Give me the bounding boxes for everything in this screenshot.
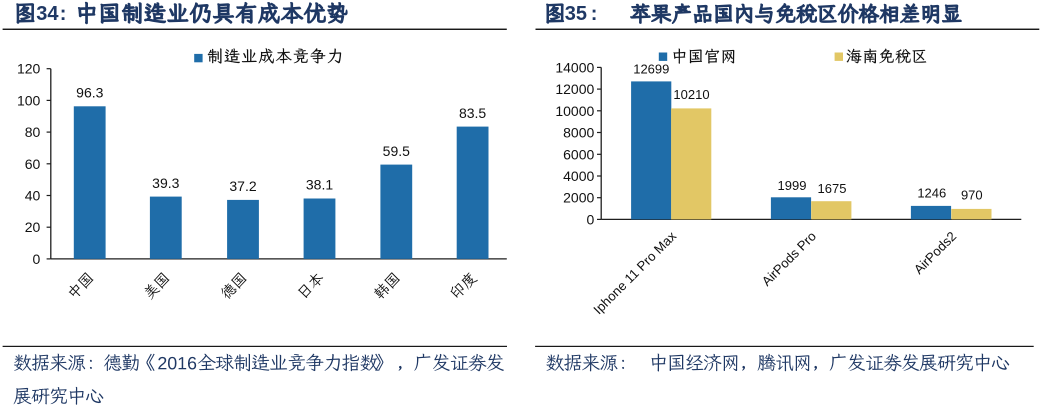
svg-text:8000: 8000 — [563, 125, 594, 141]
svg-text:1675: 1675 — [818, 181, 847, 196]
svg-text:39.3: 39.3 — [152, 175, 179, 191]
svg-text:40: 40 — [25, 188, 41, 204]
svg-text:120: 120 — [17, 61, 41, 77]
svg-text:14000: 14000 — [555, 59, 594, 75]
svg-text:80: 80 — [25, 124, 41, 140]
svg-text:60: 60 — [25, 156, 41, 172]
svg-text:AirPods Pro: AirPods Pro — [759, 229, 819, 289]
svg-text:Iphone 11 Pro Max: Iphone 11 Pro Max — [590, 228, 679, 317]
svg-text:59.5: 59.5 — [383, 143, 410, 159]
svg-text:1999: 1999 — [778, 178, 807, 193]
svg-text:10000: 10000 — [555, 103, 594, 119]
svg-text:37.2: 37.2 — [229, 178, 256, 194]
svg-text:4000: 4000 — [563, 168, 594, 184]
svg-text:100: 100 — [17, 92, 41, 108]
svg-text:6000: 6000 — [563, 146, 594, 162]
svg-text:2000: 2000 — [563, 190, 594, 206]
svg-text:0: 0 — [587, 211, 595, 227]
svg-text:970: 970 — [961, 187, 983, 202]
svg-text:12699: 12699 — [633, 61, 669, 76]
svg-text:10210: 10210 — [673, 87, 709, 102]
svg-text:38.1: 38.1 — [306, 177, 333, 193]
svg-text::: : — [591, 3, 598, 25]
svg-text:AirPods2: AirPods2 — [911, 229, 959, 277]
svg-text:35: 35 — [565, 3, 587, 25]
svg-text:1246: 1246 — [917, 186, 946, 201]
svg-text:96.3: 96.3 — [76, 85, 103, 101]
svg-text:83.5: 83.5 — [459, 105, 486, 121]
svg-text:34: 34 — [36, 3, 59, 25]
svg-text:0: 0 — [33, 251, 41, 267]
svg-text:12000: 12000 — [555, 81, 594, 97]
svg-text:20: 20 — [25, 219, 41, 235]
svg-text::: : — [60, 3, 67, 25]
